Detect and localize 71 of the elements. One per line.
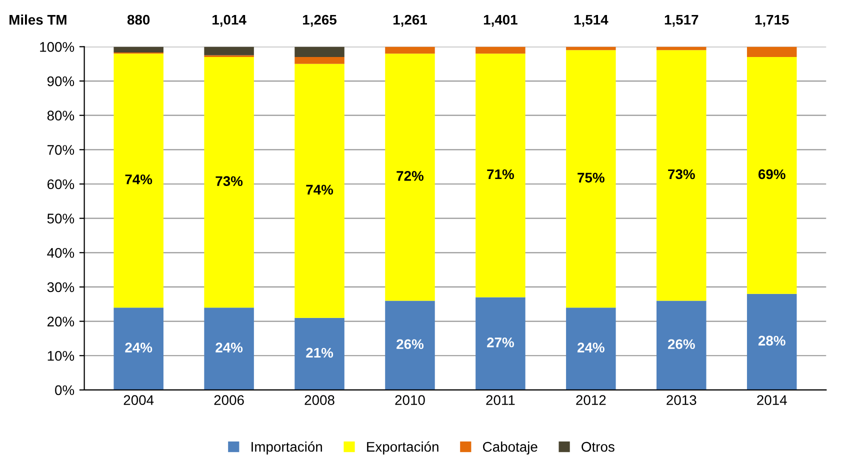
bar (566, 308, 616, 390)
data-label: 72% (396, 171, 424, 181)
bar (385, 54, 435, 301)
bar (294, 64, 344, 318)
data-label: 27% (487, 338, 514, 348)
bar (476, 46, 526, 54)
y-tick-label: 20% (47, 316, 74, 326)
text: 1,514 (574, 14, 608, 27)
bar (746, 56, 797, 294)
bar (294, 56, 344, 64)
y-tick-label: 10% (48, 350, 74, 361)
x-tick-label: 2010 (395, 395, 425, 406)
x-tick-label: 2013 (666, 395, 696, 406)
legend-label: Importación (252, 441, 322, 454)
data-label: 74% (125, 174, 152, 184)
bar (114, 308, 164, 390)
bar (476, 297, 526, 390)
text: 1,014 (212, 14, 246, 27)
data-label: 74% (306, 184, 334, 195)
legend-label: Cabotaje (483, 442, 538, 454)
y-tick-label: 90% (47, 76, 74, 86)
bar (385, 300, 435, 390)
y-tick-label: 30% (47, 282, 74, 292)
data-label: 73% (216, 176, 243, 186)
bar (204, 46, 254, 56)
y-tick-label: 0% (55, 385, 74, 396)
text: 1,401 (484, 14, 518, 27)
bar (204, 56, 254, 308)
bar (746, 294, 797, 390)
bar (656, 300, 706, 390)
bar (204, 308, 254, 390)
data-label: 71% (487, 169, 514, 180)
y-tick-label: 100% (40, 42, 74, 52)
data-label: 73% (668, 169, 695, 180)
data-label: 28% (758, 336, 786, 346)
y-tick-label: 80% (47, 110, 74, 121)
x-tick-label: 2014 (757, 395, 787, 406)
data-label: 69% (758, 169, 786, 180)
text: Miles TM (10, 14, 66, 25)
bar (656, 50, 706, 301)
data-label: 26% (396, 339, 424, 350)
bar (294, 318, 344, 390)
data-label: 24% (578, 342, 604, 352)
data-label: 24% (125, 342, 152, 352)
y-tick-label: 60% (47, 179, 74, 190)
bar (566, 50, 616, 308)
bar (294, 46, 344, 57)
x-tick-label: 2008 (304, 395, 334, 406)
data-label: 75% (578, 172, 604, 183)
data-label: 26% (668, 339, 695, 350)
data-label: 24% (216, 342, 243, 352)
bar (114, 46, 164, 53)
x-tick-label: 2012 (576, 395, 606, 406)
data-label: 21% (306, 348, 334, 358)
text: 1,261 (393, 14, 427, 27)
bar (385, 46, 435, 54)
x-tick-label: 2011 (486, 395, 515, 406)
bar (476, 54, 526, 298)
y-tick-label: 70% (47, 145, 74, 155)
text: 880 (127, 14, 150, 25)
text: 1,265 (303, 14, 337, 27)
legend-label: Otros (582, 442, 614, 452)
x-tick-label: 2004 (124, 395, 154, 406)
legend-label: Exportación (367, 441, 438, 454)
text: 1,715 (755, 14, 789, 27)
x-tick-label: 2006 (214, 395, 244, 406)
text: 1,517 (664, 14, 698, 27)
bar (114, 54, 164, 308)
y-tick-label: 50% (47, 214, 74, 224)
y-tick-label: 40% (47, 248, 74, 258)
bar (746, 46, 797, 57)
